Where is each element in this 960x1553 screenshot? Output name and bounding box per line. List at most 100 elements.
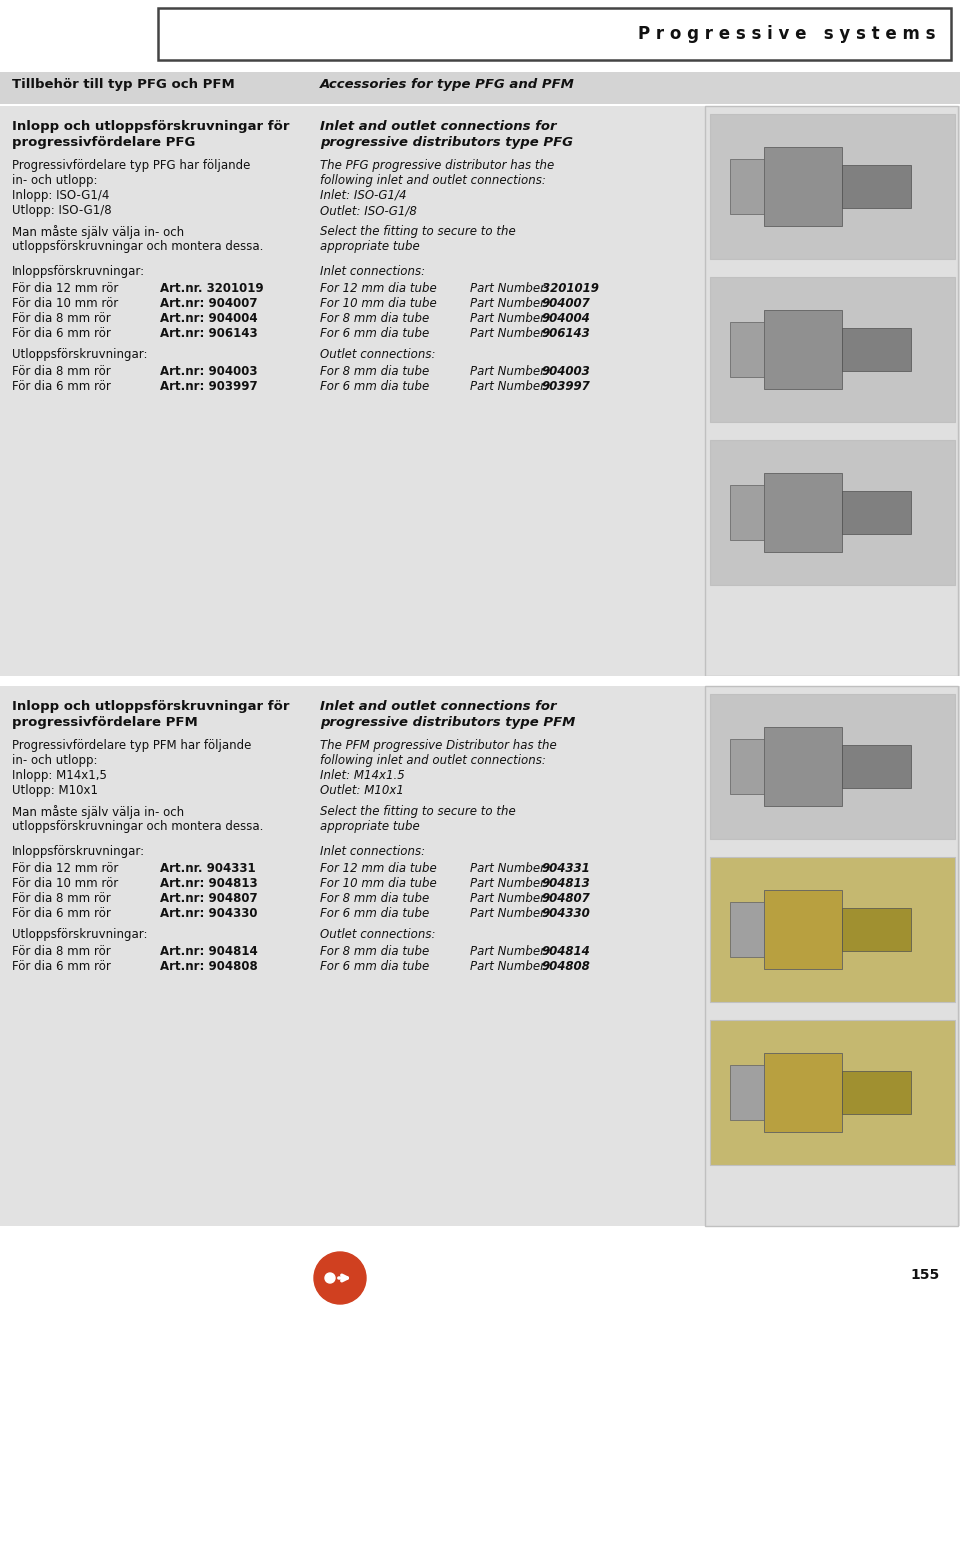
Text: För dia 6 mm rör: För dia 6 mm rör — [12, 960, 110, 974]
Text: progressivfördelare PFM: progressivfördelare PFM — [12, 716, 198, 728]
Text: 906143: 906143 — [542, 328, 590, 340]
Text: Art.nr: 904813: Art.nr: 904813 — [160, 877, 257, 890]
Text: Utloppsförskruvningar:: Utloppsförskruvningar: — [12, 348, 148, 360]
Text: Part Number:: Part Number: — [470, 283, 553, 295]
Text: 904330: 904330 — [542, 907, 590, 919]
Text: Inlet: ISO-G1/4: Inlet: ISO-G1/4 — [320, 189, 406, 202]
Text: The PFM progressive Distributor has the: The PFM progressive Distributor has the — [320, 739, 557, 752]
Text: Part Number:: Part Number: — [470, 907, 553, 919]
Text: För dia 8 mm rör: För dia 8 mm rör — [12, 365, 110, 377]
Text: Accessories for type PFG and PFM: Accessories for type PFG and PFM — [320, 78, 575, 92]
Text: For 6 mm dia tube: For 6 mm dia tube — [320, 960, 429, 974]
Text: following inlet and outlet connections:: following inlet and outlet connections: — [320, 755, 546, 767]
Text: Art.nr: 904004: Art.nr: 904004 — [160, 312, 257, 325]
Bar — [842, 909, 911, 952]
Text: Outlet: M10x1: Outlet: M10x1 — [320, 784, 404, 797]
Bar — [764, 146, 842, 227]
Text: 904814: 904814 — [542, 944, 590, 958]
Text: Inlet and outlet connections for: Inlet and outlet connections for — [320, 700, 557, 713]
Text: 904007: 904007 — [542, 297, 590, 311]
Text: Art.nr. 3201019: Art.nr. 3201019 — [160, 283, 264, 295]
Text: Inlopp och utloppsförskruvningar för: Inlopp och utloppsförskruvningar för — [12, 120, 290, 134]
Text: appropriate tube: appropriate tube — [320, 820, 420, 832]
Text: Select the fitting to secure to the: Select the fitting to secure to the — [320, 225, 516, 238]
Text: Utlopp: ISO-G1/8: Utlopp: ISO-G1/8 — [12, 203, 111, 217]
Text: For 10 mm dia tube: For 10 mm dia tube — [320, 297, 437, 311]
Bar — [764, 309, 842, 390]
Text: Inlet connections:: Inlet connections: — [320, 845, 425, 857]
Bar — [730, 902, 764, 957]
Bar — [710, 1020, 955, 1165]
Bar — [730, 739, 764, 794]
Text: Inloppsförskruvningar:: Inloppsförskruvningar: — [12, 845, 145, 857]
Text: Art.nr. 904331: Art.nr. 904331 — [160, 862, 255, 874]
Text: För dia 8 mm rör: För dia 8 mm rör — [12, 891, 110, 905]
Bar — [705, 106, 960, 676]
Bar — [764, 1053, 842, 1132]
Text: For 10 mm dia tube: For 10 mm dia tube — [320, 877, 437, 890]
Text: The PFG progressive distributor has the: The PFG progressive distributor has the — [320, 158, 554, 172]
Text: Tillbehör till typ PFG och PFM: Tillbehör till typ PFG och PFM — [12, 78, 235, 92]
Bar — [710, 113, 955, 259]
Text: For 6 mm dia tube: For 6 mm dia tube — [320, 328, 429, 340]
Text: For 6 mm dia tube: For 6 mm dia tube — [320, 380, 429, 393]
Bar — [730, 485, 764, 540]
Bar — [764, 727, 842, 806]
Text: Art.nr: 903997: Art.nr: 903997 — [160, 380, 257, 393]
Bar — [764, 472, 842, 553]
Bar — [842, 328, 911, 371]
Text: progressive distributors type PFM: progressive distributors type PFM — [320, 716, 575, 728]
Text: 155: 155 — [911, 1267, 940, 1281]
Text: in- och utlopp:: in- och utlopp: — [12, 755, 98, 767]
Text: Inlopp och utloppsförskruvningar för: Inlopp och utloppsförskruvningar för — [12, 700, 290, 713]
Circle shape — [314, 1252, 366, 1305]
Text: Outlet connections:: Outlet connections: — [320, 929, 436, 941]
Bar — [0, 0, 960, 71]
Text: Inlopp: M14x1,5: Inlopp: M14x1,5 — [12, 769, 107, 783]
Text: För dia 10 mm rör: För dia 10 mm rör — [12, 297, 118, 311]
Text: 904813: 904813 — [542, 877, 590, 890]
Text: Part Number:: Part Number: — [470, 891, 553, 905]
Text: Part Number:: Part Number: — [470, 944, 553, 958]
Bar — [764, 890, 842, 969]
Text: Part Number:: Part Number: — [470, 365, 553, 377]
Text: Part Number:: Part Number: — [470, 877, 553, 890]
Text: Inlopp: ISO-G1/4: Inlopp: ISO-G1/4 — [12, 189, 109, 202]
Bar — [842, 745, 911, 789]
Text: För dia 12 mm rör: För dia 12 mm rör — [12, 283, 118, 295]
Text: För dia 6 mm rör: För dia 6 mm rör — [12, 380, 110, 393]
Bar — [0, 686, 705, 1225]
Bar — [730, 1065, 764, 1120]
Text: För dia 8 mm rör: För dia 8 mm rör — [12, 312, 110, 325]
Text: following inlet and outlet connections:: following inlet and outlet connections: — [320, 174, 546, 186]
Text: Art.nr: 904007: Art.nr: 904007 — [160, 297, 257, 311]
Bar — [705, 686, 960, 1225]
Text: Part Number:: Part Number: — [470, 297, 553, 311]
Text: Art.nr: 904808: Art.nr: 904808 — [160, 960, 257, 974]
Text: Part Number:: Part Number: — [470, 862, 553, 874]
Text: 904331: 904331 — [542, 862, 590, 874]
Text: 904808: 904808 — [542, 960, 590, 974]
Bar — [705, 686, 958, 1225]
Text: For 8 mm dia tube: For 8 mm dia tube — [320, 312, 429, 325]
Text: Man måste själv välja in- och: Man måste själv välja in- och — [12, 225, 184, 239]
Text: For 8 mm dia tube: For 8 mm dia tube — [320, 891, 429, 905]
Bar — [710, 857, 955, 1002]
Bar — [710, 439, 955, 585]
Text: Inloppsförskruvningar:: Inloppsförskruvningar: — [12, 266, 145, 278]
Text: For 8 mm dia tube: For 8 mm dia tube — [320, 365, 429, 377]
Bar — [730, 321, 764, 377]
Bar — [842, 1070, 911, 1114]
Text: Art.nr: 904814: Art.nr: 904814 — [160, 944, 257, 958]
Bar — [0, 676, 960, 686]
Text: Art.nr: 904807: Art.nr: 904807 — [160, 891, 257, 905]
Bar — [710, 694, 955, 839]
Text: utloppsförskruvningar och montera dessa.: utloppsförskruvningar och montera dessa. — [12, 241, 263, 253]
Text: Inlet and outlet connections for: Inlet and outlet connections for — [320, 120, 557, 134]
Text: For 12 mm dia tube: For 12 mm dia tube — [320, 283, 437, 295]
Text: appropriate tube: appropriate tube — [320, 241, 420, 253]
Bar — [158, 8, 951, 61]
Text: Inlet: M14x1.5: Inlet: M14x1.5 — [320, 769, 405, 783]
Text: P r o g r e s s i v e   s y s t e m s: P r o g r e s s i v e s y s t e m s — [637, 25, 935, 43]
Text: Art.nr: 906143: Art.nr: 906143 — [160, 328, 257, 340]
